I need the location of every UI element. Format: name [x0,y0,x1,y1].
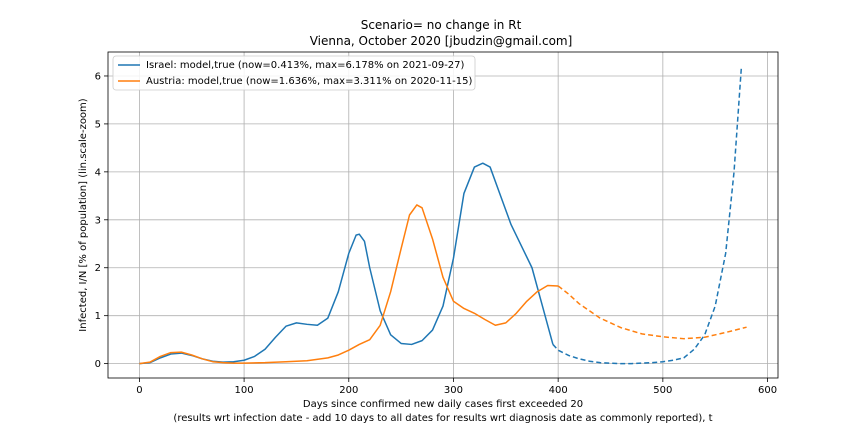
y-tick-label: 1 [95,311,101,322]
y-axis-label: Infected, I/N [% of population] (lin.sca… [78,98,89,331]
legend: Israel: model,true (now=0.413%, max=6.17… [112,55,476,91]
legend-label-austria: Austria: model,true (now=1.636%, max=3.3… [146,76,473,87]
y-tick-label: 2 [95,263,101,274]
series-line-austria-solid [139,204,559,365]
series-line-israel-dashed [552,67,743,365]
x-axis: 0 100 200 300 400 500 600 [136,378,777,396]
x-axis-label-line1: Days since confirmed new daily cases fir… [303,399,583,410]
chart-title-line2: Vienna, October 2020 [jbudzin@gmail.com] [310,34,573,48]
x-axis-label-line2: (results wrt infection date - add 10 day… [173,413,712,424]
y-tick-label: 3 [95,215,101,226]
legend-label-israel: Israel: model,true (now=0.413%, max=6.17… [146,60,465,71]
legend-box [112,55,476,91]
y-tick-label: 4 [95,167,101,178]
x-tick-label: 200 [339,385,358,396]
x-tick-label: 300 [444,385,463,396]
y-tick-label: 5 [95,119,101,130]
plot-frame [107,51,779,379]
x-tick-label: 400 [549,385,568,396]
x-tick-label: 100 [235,385,254,396]
chart-title-line1: Scenario= no change in Rt [361,18,522,32]
y-tick-label: 0 [95,359,101,370]
y-tick-label: 6 [95,71,101,82]
series-layer [139,67,747,365]
x-tick-label: 600 [758,385,777,396]
x-tick-label: 0 [136,385,142,396]
y-axis: 0 1 2 3 4 5 6 [95,71,108,370]
x-tick-label: 500 [653,385,672,396]
series-line-austria-dashed [557,285,747,340]
